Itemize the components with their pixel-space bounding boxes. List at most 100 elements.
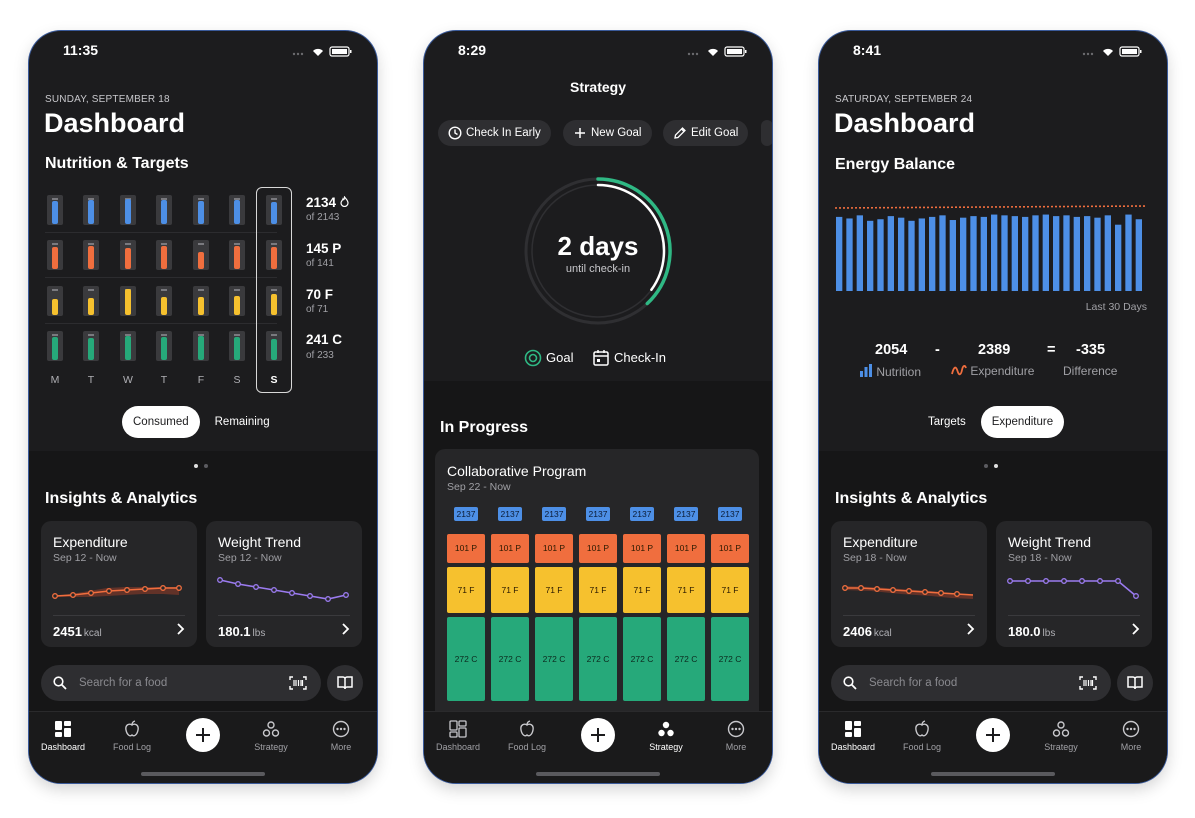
day-label[interactable]: S: [233, 374, 241, 386]
page-title: Dashboard: [834, 108, 976, 138]
nutrition-cell[interactable]: [83, 240, 99, 270]
nutrition-cell[interactable]: [156, 195, 172, 225]
chevron-right-icon: [967, 623, 975, 635]
nutrition-cell[interactable]: [83, 195, 99, 225]
nutrition-cell[interactable]: [229, 286, 245, 316]
new-goal-chip[interactable]: New Goal: [563, 120, 652, 146]
nutrition-cell[interactable]: [120, 240, 136, 270]
nutrition-cell[interactable]: [193, 240, 209, 270]
expenditure-card[interactable]: Expenditure Sep 12 - Now 2451 kcal: [41, 521, 197, 647]
toggle-expenditure[interactable]: Expenditure: [980, 406, 1065, 438]
add-button[interactable]: [581, 718, 615, 752]
card-divider: [218, 615, 350, 616]
recipe-book-button[interactable]: [1117, 665, 1153, 701]
page-dots[interactable]: [194, 464, 208, 468]
intake-fill: [88, 246, 94, 269]
add-button[interactable]: [186, 718, 220, 752]
food-search-bar[interactable]: [41, 665, 321, 701]
nutrition-cell[interactable]: [83, 331, 99, 361]
nutrition-cell[interactable]: [156, 286, 172, 316]
nutrition-cell[interactable]: [266, 240, 282, 270]
recipe-book-button[interactable]: [327, 665, 363, 701]
nutrition-bar: [846, 218, 853, 291]
nutrition-label: Nutrition: [859, 364, 921, 379]
food-search-bar[interactable]: [831, 665, 1111, 701]
nutrition-cell[interactable]: [229, 331, 245, 361]
intake-fill: [161, 246, 167, 269]
nutrition-cell[interactable]: [229, 240, 245, 270]
section-in-progress: In Progress: [440, 419, 529, 436]
tab-food-log[interactable]: Food Log: [497, 720, 557, 752]
consumed-remaining-toggle[interactable]: Consumed Remaining: [122, 406, 281, 438]
tab-more[interactable]: More: [1101, 720, 1161, 752]
nutrition-cell[interactable]: [120, 286, 136, 316]
page-dot-2[interactable]: [994, 464, 998, 468]
nutrition-cell[interactable]: [47, 195, 63, 225]
tab-more[interactable]: More: [311, 720, 371, 752]
nutrition-cell[interactable]: [47, 331, 63, 361]
protein-block: 101 P: [711, 534, 749, 563]
tab-strategy[interactable]: Strategy: [1031, 720, 1091, 752]
add-button[interactable]: [976, 718, 1010, 752]
nutrition-cell[interactable]: [193, 331, 209, 361]
book-icon: [1127, 676, 1143, 690]
edit-goal-chip[interactable]: Edit Goal: [663, 120, 749, 146]
expenditure-card[interactable]: Expenditure Sep 18 - Now 2406 kcal: [831, 521, 987, 647]
calorie-badge: 2137: [630, 507, 654, 521]
carbs-value: 241 C: [306, 332, 343, 347]
check-in-early-chip[interactable]: Check In Early: [438, 120, 551, 146]
nutrition-cell[interactable]: [193, 195, 209, 225]
barcode-scan-icon[interactable]: [1079, 676, 1097, 690]
strategy-icon: [1052, 721, 1070, 737]
day-label[interactable]: T: [160, 374, 168, 386]
nutrition-cell[interactable]: [266, 195, 282, 225]
nutrition-cell[interactable]: [266, 331, 282, 361]
weight-trend-card[interactable]: Weight Trend Sep 12 - Now 180.1 lbs: [206, 521, 362, 647]
strategy-icon: [658, 721, 674, 737]
nutrition-bar: [887, 216, 894, 291]
nutrition-cell[interactable]: [47, 286, 63, 316]
page-dot-1[interactable]: [984, 464, 988, 468]
toggle-consumed[interactable]: Consumed: [122, 406, 200, 438]
day-label[interactable]: S: [270, 374, 278, 386]
toggle-remaining[interactable]: Remaining: [214, 416, 270, 428]
nutrition-cell[interactable]: [156, 240, 172, 270]
tab-food-log[interactable]: Food Log: [102, 720, 162, 752]
program-card[interactable]: Collaborative Program Sep 22 - Now 2137 1…: [435, 449, 759, 719]
more-chip[interactable]: [761, 120, 772, 146]
weight-trend-card[interactable]: Weight Trend Sep 18 - Now 180.0 lbs: [996, 521, 1152, 647]
energy-balance-chart[interactable]: [835, 201, 1151, 291]
tab-dashboard[interactable]: Dashboard: [428, 720, 488, 752]
page-title: Strategy: [569, 79, 627, 95]
nutrition-bar: [867, 220, 874, 291]
section-insights: Insights & Analytics: [45, 490, 198, 507]
day-label[interactable]: T: [87, 374, 95, 386]
card-title: Expenditure: [843, 534, 918, 550]
tab-more[interactable]: More: [706, 720, 766, 752]
nutrition-cell[interactable]: [120, 195, 136, 225]
search-input[interactable]: [79, 673, 279, 693]
nutrition-cell[interactable]: [120, 331, 136, 361]
page-dot-2[interactable]: [204, 464, 208, 468]
tab-dashboard[interactable]: Dashboard: [823, 720, 883, 752]
page-dots[interactable]: [984, 464, 998, 468]
day-label[interactable]: F: [197, 374, 205, 386]
day-label[interactable]: W: [123, 374, 133, 386]
tab-strategy[interactable]: Strategy: [636, 720, 696, 752]
day-label[interactable]: M: [50, 374, 60, 386]
targets-expenditure-toggle[interactable]: Targets Expenditure: [917, 406, 1065, 438]
nutrition-bar: [1011, 216, 1018, 291]
nutrition-cell[interactable]: [83, 286, 99, 316]
nutrition-cell[interactable]: [229, 195, 245, 225]
tab-food-log[interactable]: Food Log: [892, 720, 952, 752]
nutrition-cell[interactable]: [193, 286, 209, 316]
nutrition-cell[interactable]: [47, 240, 63, 270]
search-input[interactable]: [869, 673, 1069, 693]
nutrition-cell[interactable]: [156, 331, 172, 361]
tab-dashboard[interactable]: Dashboard: [33, 720, 93, 752]
barcode-scan-icon[interactable]: [289, 676, 307, 690]
page-dot-1[interactable]: [194, 464, 198, 468]
toggle-targets[interactable]: Targets: [928, 416, 966, 428]
nutrition-cell[interactable]: [266, 286, 282, 316]
tab-strategy[interactable]: Strategy: [241, 720, 301, 752]
